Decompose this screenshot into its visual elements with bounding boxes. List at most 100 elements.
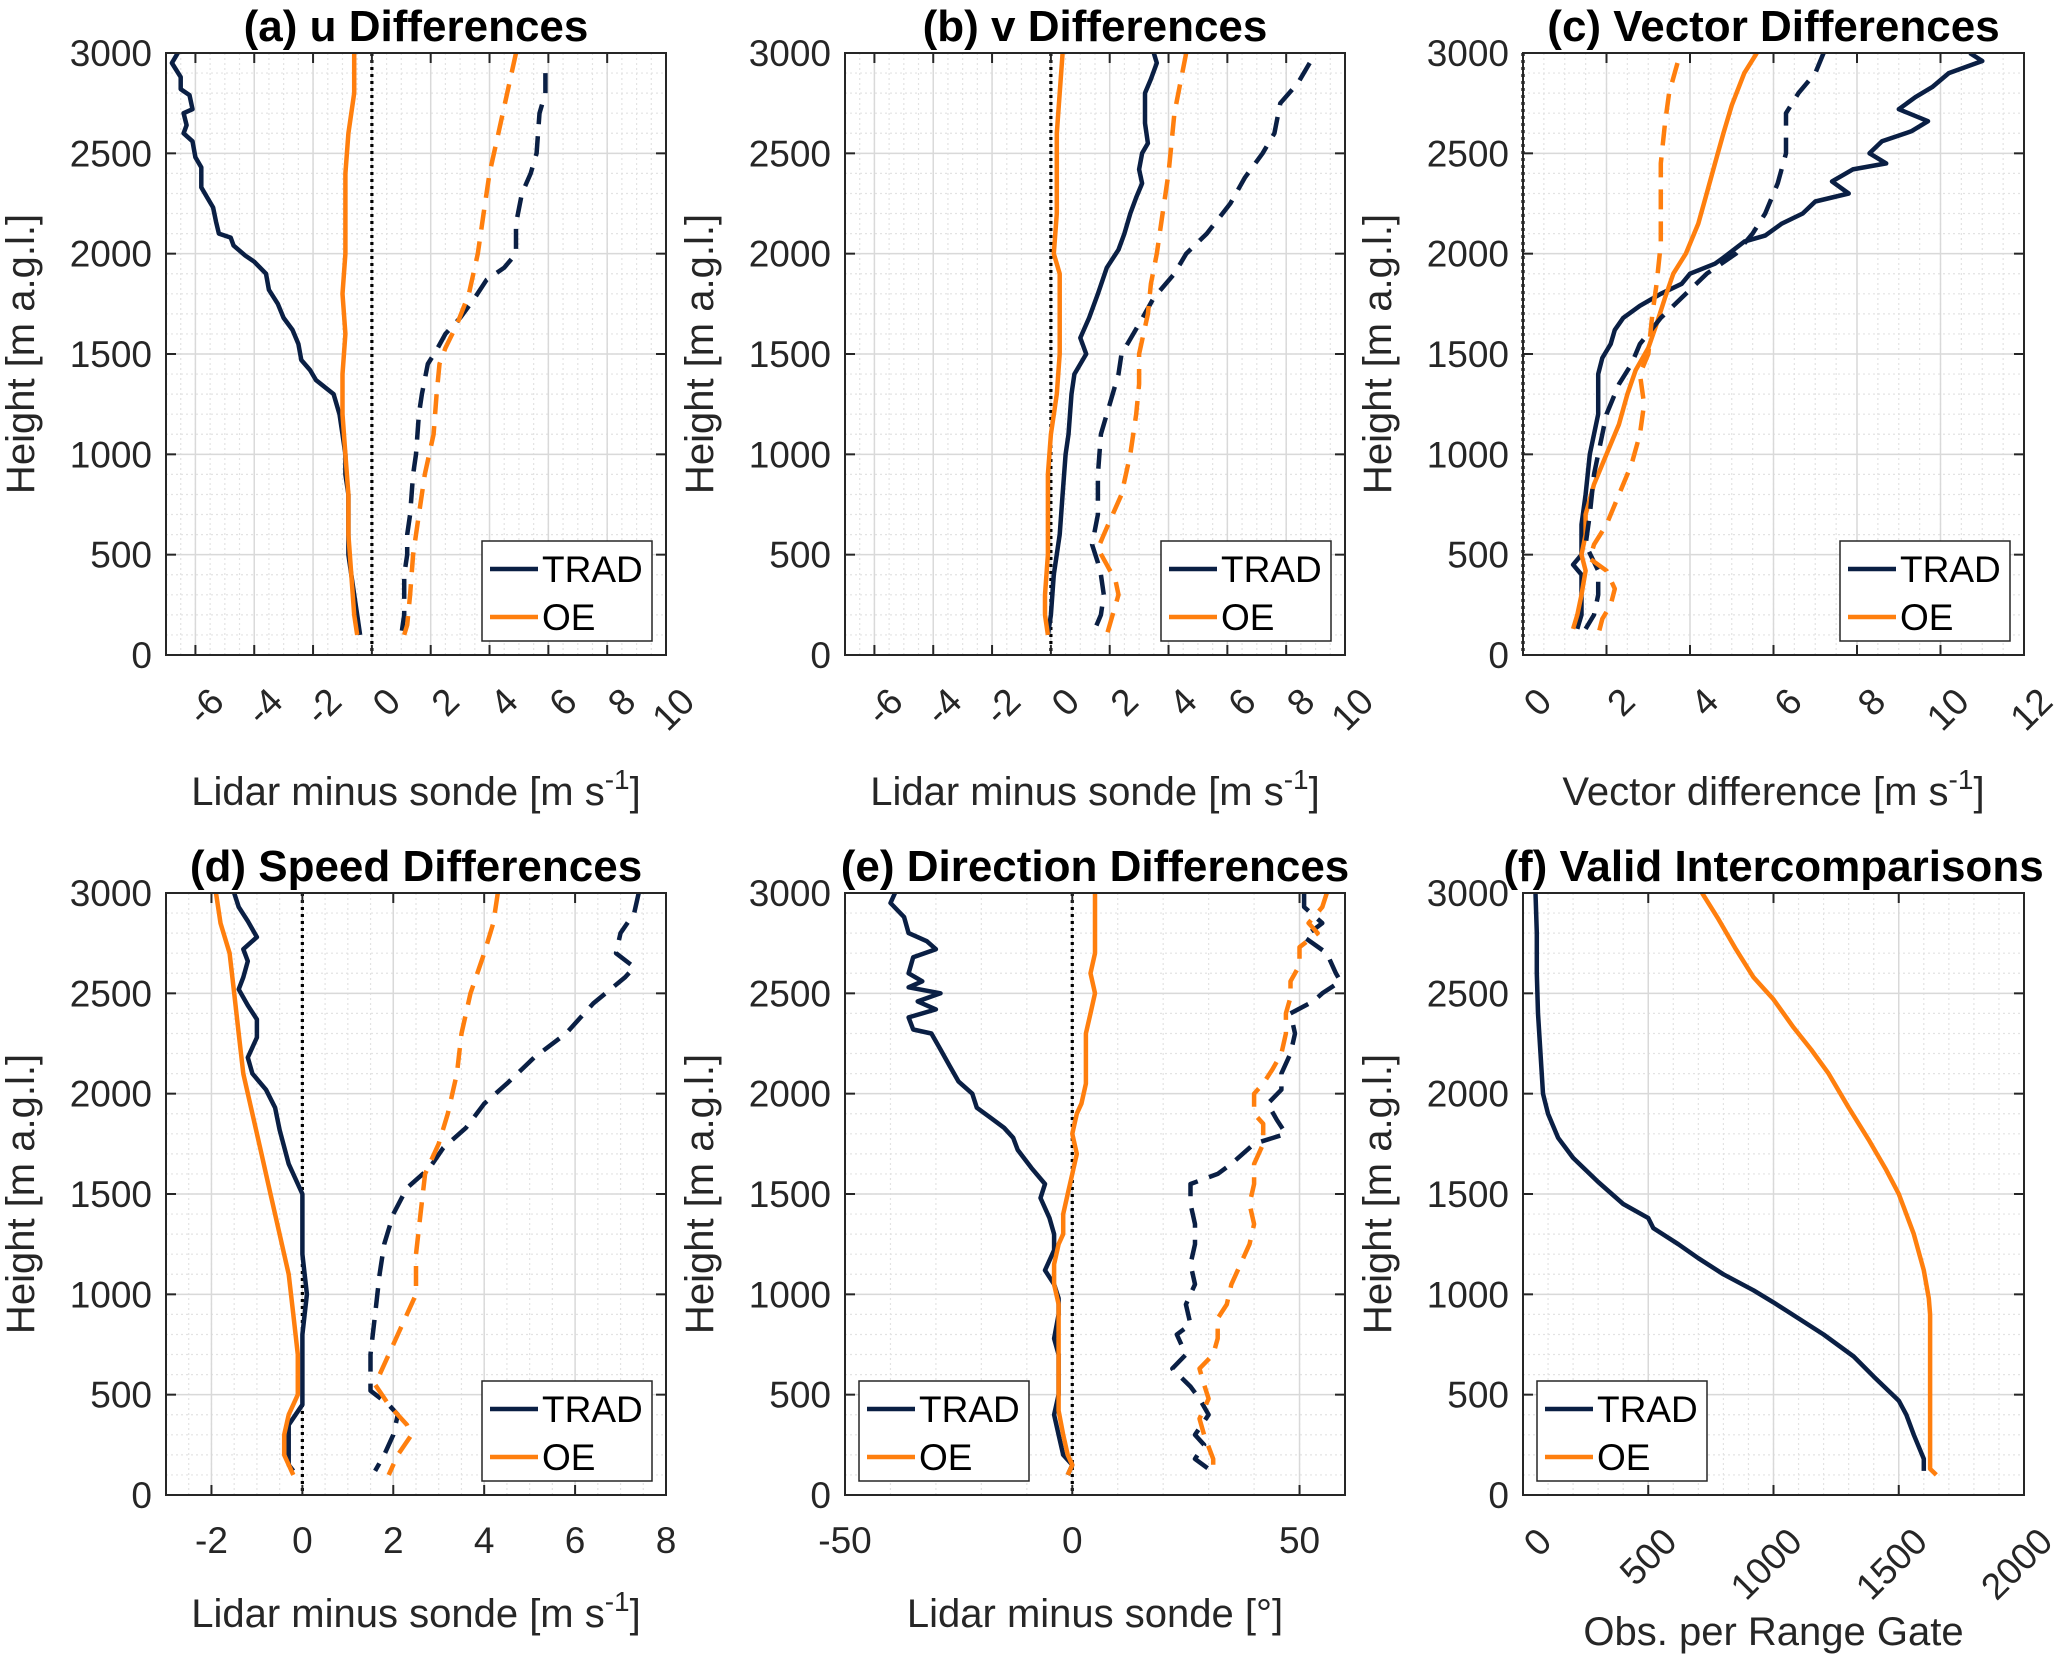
x-axis-label: Lidar minus sonde [m s-1] <box>191 1586 641 1636</box>
y-tick-label: 2500 <box>70 973 152 1014</box>
y-tick-label: 2000 <box>1427 234 1509 275</box>
legend-label-trad: TRAD <box>1221 549 1322 590</box>
series-line-trad-solid <box>1570 53 1985 630</box>
legend-box <box>1839 540 2011 642</box>
x-tick-label: 8 <box>656 1520 677 1561</box>
y-tick-label: 500 <box>90 1375 152 1416</box>
y-tick-label: 3000 <box>1427 33 1509 74</box>
y-tick-label: 2500 <box>1427 133 1509 174</box>
y-tick-label: 0 <box>1488 1475 1509 1516</box>
x-tick-label: 12 <box>2002 680 2060 738</box>
legend-label-oe: OE <box>1597 1437 1650 1478</box>
y-tick-label: 2000 <box>70 234 152 275</box>
legend-label-trad: TRAD <box>919 1389 1020 1430</box>
x-axis-label-text: Lidar minus sonde [°] <box>907 1592 1283 1636</box>
y-tick-label: 2000 <box>70 1074 152 1115</box>
x-tick-label: 50 <box>1279 1520 1320 1561</box>
x-tick-label: 0 <box>292 1520 313 1561</box>
x-tick-label: 4 <box>474 1520 495 1561</box>
y-tick-label: 2000 <box>1427 1074 1509 1115</box>
legend-label-trad: TRAD <box>1900 549 2001 590</box>
y-tick-label: 2000 <box>749 234 831 275</box>
series-line-trad-dashed <box>1583 53 1826 631</box>
series-line-oe-solid <box>1700 893 1938 1477</box>
series-line-trad-solid <box>1045 53 1160 636</box>
x-axis-label-text: Lidar minus sonde [m s <box>191 1592 605 1636</box>
panel-title: (c) Vector Differences <box>1547 2 1999 51</box>
x-tick-label: 2 <box>423 680 467 724</box>
x-tick-label: 0 <box>1516 1520 1560 1564</box>
x-axis-label-tail: ] <box>630 1592 641 1636</box>
x-tick-label: 2000 <box>1973 1520 2060 1607</box>
x-tick-label: 6 <box>541 680 585 724</box>
x-tick-label: 10 <box>1323 680 1381 738</box>
legend: TRAD OE <box>1536 1380 1708 1482</box>
x-axis-label-text: Obs. per Range Gate <box>1583 1610 1963 1654</box>
panel-title: (b) v Differences <box>923 2 1268 51</box>
y-tick-label: 0 <box>131 1475 152 1516</box>
y-tick-label: 500 <box>1447 535 1509 576</box>
legend-label-oe: OE <box>1900 597 1953 638</box>
legend-box <box>481 1380 653 1482</box>
panel-title: (a) u Differences <box>244 2 589 51</box>
y-axis-label: Height [m a.g.l.] <box>678 1054 722 1334</box>
legend: TRAD OE <box>1160 540 1332 642</box>
series-line-oe-solid <box>340 53 360 636</box>
x-tick-label: 6 <box>565 1520 586 1561</box>
x-tick-label: -50 <box>818 1520 871 1561</box>
x-axis-label: Vector difference [m s-1] <box>1562 764 1984 814</box>
y-tick-label: 1000 <box>749 434 831 475</box>
series-line-trad-dashed <box>399 73 548 636</box>
series-line-oe-dashed <box>1197 893 1329 1471</box>
x-axis-label: Lidar minus sonde [m s-1] <box>870 764 1320 814</box>
x-axis-label: Obs. per Range Gate <box>1583 1610 1963 1654</box>
series-group <box>169 53 548 636</box>
legend-label-trad: TRAD <box>542 1389 643 1430</box>
y-tick-label: 1000 <box>70 434 152 475</box>
legend-label-oe: OE <box>1221 597 1274 638</box>
y-axis-label: Height [m a.g.l.] <box>0 214 43 494</box>
x-tick-label: -4 <box>238 680 290 732</box>
legend-box <box>481 540 653 642</box>
y-tick-label: 1000 <box>70 1274 152 1315</box>
x-tick-label: 0 <box>365 680 409 724</box>
panel-a: -6 -4 -2 0 2 4 6 8 10050010001500200025003000(a)… <box>0 2 702 814</box>
y-axis-label: Height [m a.g.l.] <box>0 1054 43 1334</box>
y-tick-label: 1000 <box>1427 1274 1509 1315</box>
y-tick-label: 3000 <box>749 873 831 914</box>
y-tick-label: 2500 <box>70 133 152 174</box>
series-line-oe-solid <box>1042 53 1065 636</box>
panel-d: -2 0 2 4 6 8 0 500 1000 1500 2000 2500 3000 (d) Speed… <box>0 842 676 1636</box>
y-tick-label: 1500 <box>749 334 831 375</box>
x-tick-label: 0 <box>1044 680 1088 724</box>
series-line-trad-solid <box>1533 893 1927 1471</box>
series-line-oe-solid <box>1570 53 1759 630</box>
y-tick-label: 0 <box>131 635 152 676</box>
x-tick-label: 10 <box>1919 680 1977 738</box>
series-group <box>888 893 1343 1476</box>
x-tick-label: 1500 <box>1848 1520 1935 1607</box>
x-tick-label: 0 <box>1516 680 1560 724</box>
x-tick-label: -6 <box>858 680 910 732</box>
series-line-oe-dashed <box>1095 53 1189 636</box>
y-tick-label: 1500 <box>749 1174 831 1215</box>
y-tick-label: 0 <box>810 1475 831 1516</box>
x-axis-label-text: Lidar minus sonde [m s <box>191 770 605 814</box>
x-axis-label-tail: ] <box>630 770 641 814</box>
legend: TRAD OE <box>1839 540 2011 642</box>
y-tick-label: 0 <box>810 635 831 676</box>
x-axis-label-superscript: -1 <box>1284 764 1309 795</box>
x-tick-label: 2 <box>1102 680 1146 724</box>
x-tick-label: 6 <box>1220 680 1264 724</box>
y-tick-label: 1500 <box>1427 334 1509 375</box>
legend-label-oe: OE <box>919 1437 972 1478</box>
y-tick-label: 1000 <box>749 1274 831 1315</box>
series-group <box>1533 893 1938 1477</box>
legend-box <box>1160 540 1332 642</box>
x-tick-label: 500 <box>1612 1520 1685 1593</box>
series-line-trad-dashed <box>1170 893 1343 1471</box>
panel-title: (d) Speed Differences <box>190 842 642 891</box>
series-line-trad-dashed <box>368 893 641 1473</box>
legend-label-oe: OE <box>542 1437 595 1478</box>
